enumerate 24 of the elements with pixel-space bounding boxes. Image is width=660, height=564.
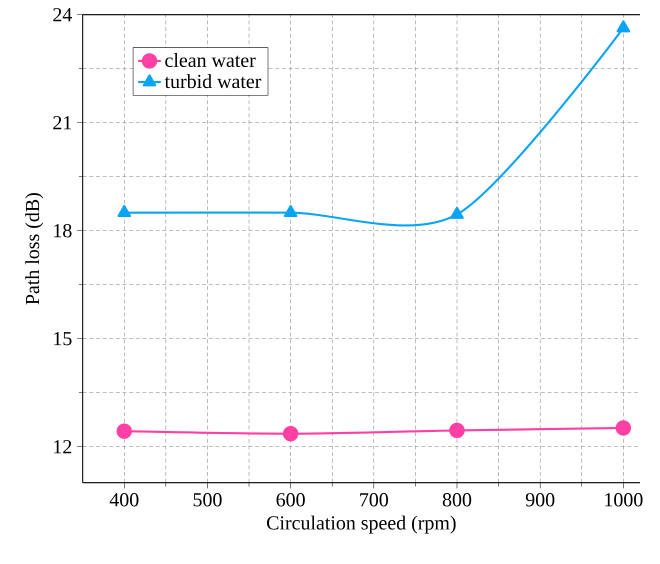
point	[450, 206, 464, 219]
point	[449, 422, 465, 438]
x-axis-title: Circulation speed (rpm)	[266, 516, 456, 534]
y-tick-label: 24	[53, 8, 72, 22]
point	[116, 423, 132, 439]
y-tick-label: 12	[54, 440, 72, 454]
point	[616, 420, 632, 436]
x-tick-label: 900	[526, 493, 554, 506]
x-tick-label: 500	[194, 493, 222, 506]
x-tick-label: 800	[442, 493, 472, 506]
point	[117, 204, 132, 218]
x-tick-label: 600	[276, 493, 305, 506]
y-tick-label: 15	[54, 332, 72, 346]
point	[284, 204, 298, 218]
y-tick-label: 18	[54, 224, 72, 238]
x-tick-label: 1000	[605, 493, 643, 506]
legend-label: clean water	[165, 53, 256, 68]
point	[282, 426, 298, 442]
y-axis-title: Path loss (dB)	[25, 193, 44, 305]
legend-label: turbid water	[164, 74, 262, 88]
x-tick-label: 400	[110, 493, 138, 506]
x-tick-label: 700	[360, 493, 388, 506]
y-tick-label: 21	[53, 116, 72, 130]
point	[616, 20, 630, 32]
